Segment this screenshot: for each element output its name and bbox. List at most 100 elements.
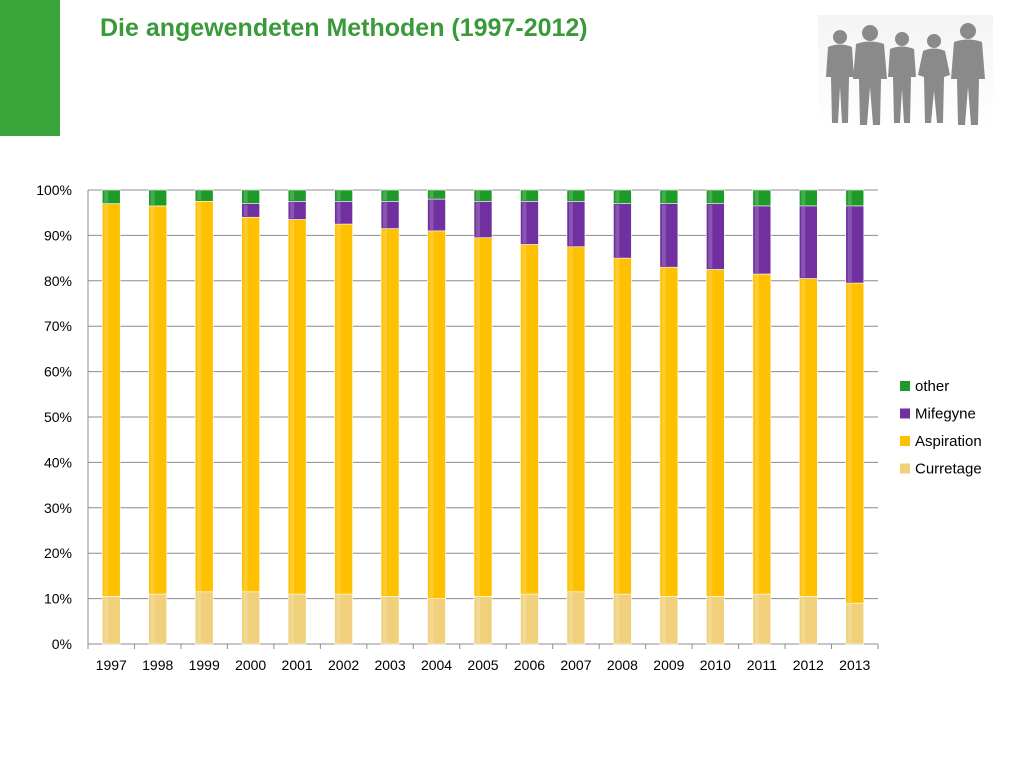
y-tick-label: 50% xyxy=(44,409,72,425)
bar-highlight xyxy=(243,191,248,203)
bar-highlight xyxy=(847,284,852,603)
accent-bar xyxy=(0,0,60,136)
people-silhouettes-icon xyxy=(818,15,993,127)
bar-highlight xyxy=(847,206,852,283)
chart-bars xyxy=(101,189,865,645)
y-tick-label: 0% xyxy=(52,636,72,652)
bar-highlight xyxy=(847,191,852,205)
bar-segment-other xyxy=(798,189,818,207)
bar-segment-other xyxy=(752,189,772,207)
y-tick-label: 90% xyxy=(44,227,72,243)
x-tick-label: 2007 xyxy=(560,657,591,673)
x-tick-label: 2010 xyxy=(700,657,731,673)
legend-label-other: other xyxy=(915,378,949,395)
bar-segment-other xyxy=(148,189,168,207)
bar-highlight xyxy=(615,259,620,594)
bar-highlight xyxy=(336,225,341,594)
x-tick-label: 2005 xyxy=(467,657,498,673)
bar-segment-other xyxy=(380,189,400,202)
x-tick-label: 2009 xyxy=(653,657,684,673)
bar-highlight xyxy=(708,270,713,596)
bar-highlight xyxy=(243,204,248,217)
legend-swatch-curretage xyxy=(900,463,910,474)
bar-highlight xyxy=(708,597,713,643)
bar-highlight xyxy=(290,220,295,594)
bar-highlight xyxy=(801,597,806,643)
bar-highlight xyxy=(522,245,527,594)
legend-label-mifegyne: Mifegyne xyxy=(915,406,976,423)
bar-highlight xyxy=(290,595,295,643)
x-tick-label: 2012 xyxy=(793,657,824,673)
x-tick-label: 2011 xyxy=(747,657,777,673)
bar-segment-other xyxy=(613,189,632,204)
bar-segment-other xyxy=(101,189,121,204)
x-axis-ticks: 1997 1998 1999 2000 2001 2002 2003 2004 2005 2006… xyxy=(96,657,871,673)
x-tick-label: 2006 xyxy=(514,657,545,673)
bar-segment-other xyxy=(706,189,725,204)
bar-highlight xyxy=(104,191,109,203)
y-tick-label: 10% xyxy=(44,591,72,607)
legend-swatch-other xyxy=(900,381,910,391)
chart-legend: other Mifegyne Aspiration Curretage xyxy=(900,378,982,478)
bar-highlight xyxy=(429,191,434,199)
bar-highlight xyxy=(429,231,434,598)
bar-highlight xyxy=(290,191,295,201)
page-title: Die angewendeten Methoden (1997-2012) xyxy=(100,14,588,42)
bar-highlight xyxy=(197,592,202,643)
bar-highlight xyxy=(104,204,109,596)
bar-highlight xyxy=(754,206,759,273)
x-tick-label: 2003 xyxy=(374,657,405,673)
x-tick-label: 2004 xyxy=(421,657,452,673)
bar-highlight xyxy=(708,204,713,269)
y-tick-label: 100% xyxy=(36,182,72,198)
bar-highlight xyxy=(383,229,388,596)
y-tick-label: 60% xyxy=(44,364,72,380)
bar-segment-other xyxy=(334,189,353,202)
bar-highlight xyxy=(104,597,109,643)
bar-highlight xyxy=(568,247,573,591)
legend-swatch-aspiration xyxy=(900,436,910,446)
x-tick-label: 2001 xyxy=(282,657,313,673)
bar-highlight xyxy=(336,191,341,201)
bar-highlight xyxy=(476,597,480,643)
bar-highlight xyxy=(383,597,388,643)
bar-segment-other xyxy=(566,189,586,202)
bar-highlight xyxy=(847,604,852,643)
bar-segment-other xyxy=(427,189,446,200)
bar-segment-other xyxy=(659,189,679,204)
x-tick-label: 1997 xyxy=(96,657,127,673)
bar-segment-other xyxy=(241,189,260,204)
bar-highlight xyxy=(383,191,388,201)
bar-highlight xyxy=(522,202,527,244)
x-tick-label: 2000 xyxy=(235,657,266,673)
legend-swatch-mifegyne xyxy=(900,408,910,419)
bar-highlight xyxy=(290,202,295,219)
x-tick-label: 1999 xyxy=(189,657,220,673)
bar-highlight xyxy=(243,218,248,591)
bar-highlight xyxy=(708,191,713,203)
y-tick-label: 40% xyxy=(44,454,72,470)
legend-label-curretage: Curretage xyxy=(915,461,982,478)
x-tick-label: 2002 xyxy=(328,657,359,673)
x-tick-label: 2013 xyxy=(839,657,870,673)
bar-highlight xyxy=(522,191,527,201)
y-tick-label: 30% xyxy=(44,500,72,516)
bar-segment-other xyxy=(520,189,539,202)
bar-highlight xyxy=(801,279,806,596)
bar-highlight xyxy=(336,595,341,643)
bar-segment-other xyxy=(845,189,865,207)
bar-highlight xyxy=(754,274,759,594)
bar-highlight xyxy=(615,204,620,258)
bar-segment-other xyxy=(194,189,214,202)
bar-highlight xyxy=(568,202,573,246)
bar-highlight xyxy=(754,595,759,643)
x-tick-label: 2008 xyxy=(607,657,638,673)
bar-highlight xyxy=(150,206,155,594)
bar-highlight xyxy=(243,592,248,643)
bar-highlight xyxy=(150,595,155,643)
bar-highlight xyxy=(476,202,480,237)
y-tick-label: 20% xyxy=(44,545,72,561)
bar-segment-other xyxy=(473,189,493,202)
bar-highlight xyxy=(661,204,666,267)
bar-highlight xyxy=(336,202,341,224)
